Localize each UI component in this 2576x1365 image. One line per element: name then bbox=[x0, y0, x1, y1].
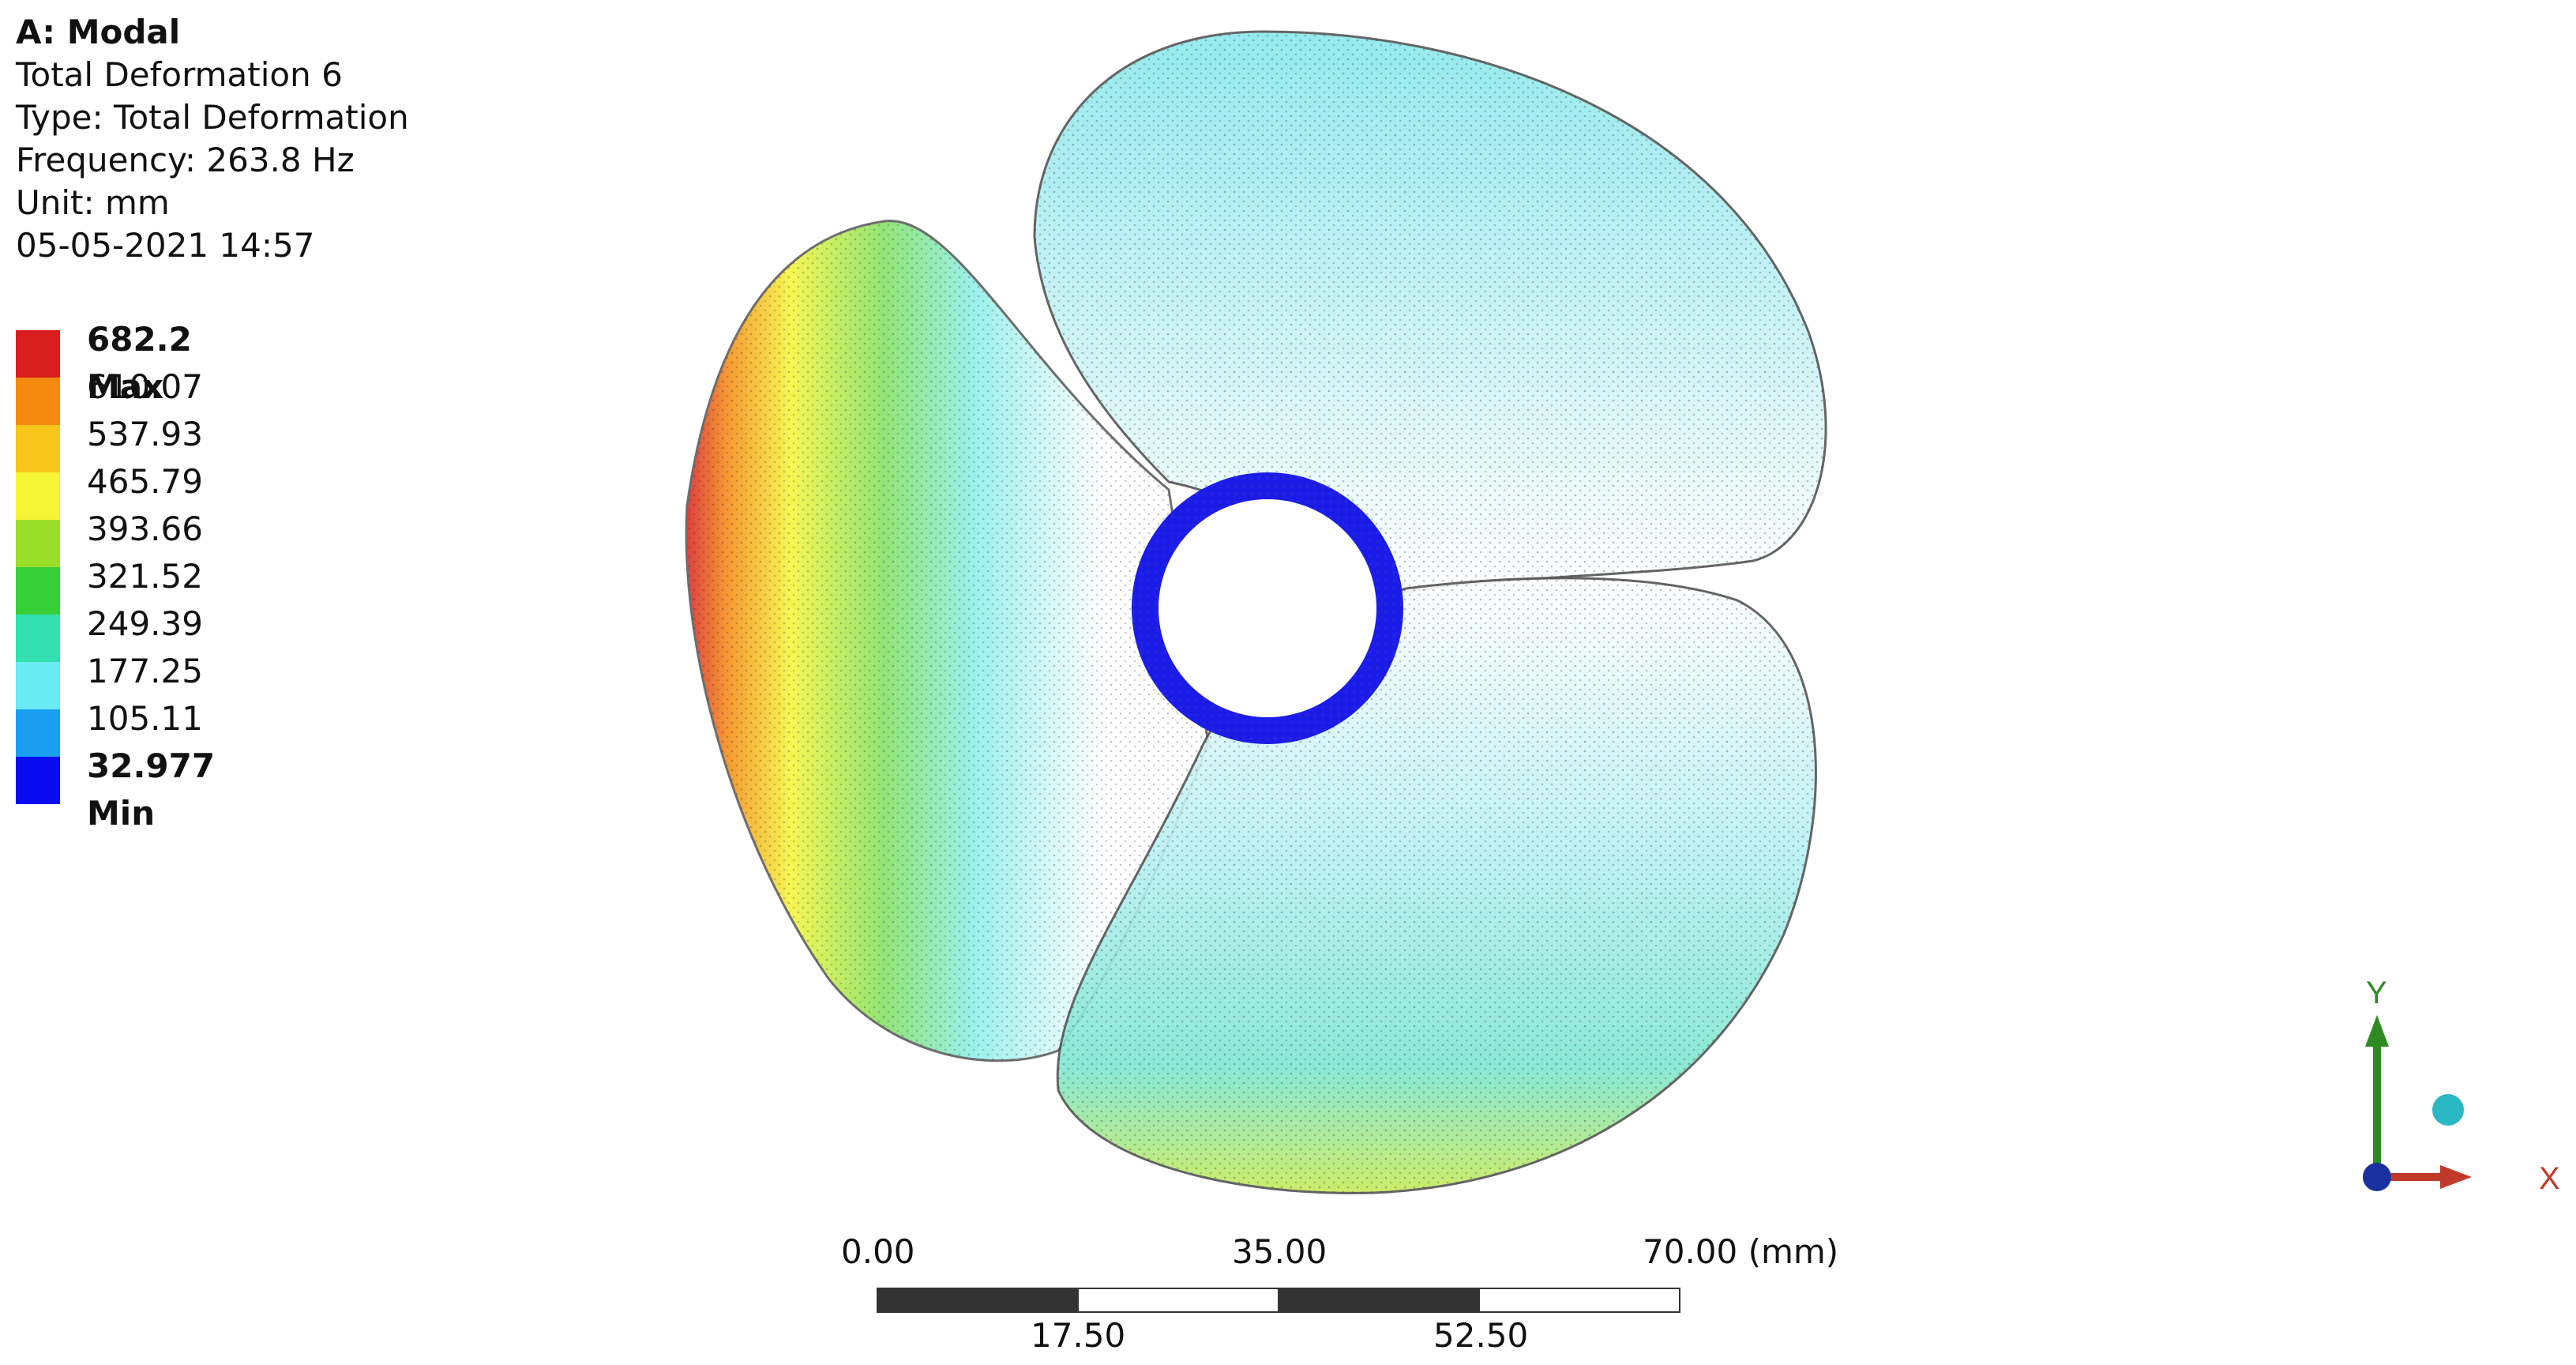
legend-swatch bbox=[16, 615, 60, 662]
legend-label: 393.66 bbox=[87, 510, 203, 548]
scale-segment bbox=[1478, 1288, 1680, 1313]
propeller-blade-left bbox=[685, 220, 1210, 1062]
legend-swatch bbox=[16, 709, 60, 757]
result-type: Type: Total Deformation bbox=[16, 98, 409, 137]
scale-segment bbox=[1278, 1288, 1480, 1313]
scale-bar: 0.00 35.00 70.00 (mm) 17.50 52.50 bbox=[829, 1232, 1838, 1359]
propeller-blade-top bbox=[1033, 30, 1827, 594]
x-axis-label: X bbox=[2539, 1161, 2560, 1196]
scale-segment bbox=[1077, 1288, 1279, 1313]
coordinate-triad[interactable]: Y X bbox=[2338, 972, 2574, 1209]
result-frequency: Frequency: 263.8 Hz bbox=[16, 141, 355, 179]
analysis-title: A: Modal bbox=[16, 13, 181, 51]
legend-swatch bbox=[16, 472, 60, 520]
scale-label: 17.50 bbox=[1031, 1316, 1126, 1355]
result-info: A: Modal Total Deformation 6 Type: Total… bbox=[16, 11, 409, 267]
propeller-hub bbox=[1132, 472, 1403, 744]
legend-label: 177.25 bbox=[87, 652, 203, 690]
result-unit: Unit: mm bbox=[16, 183, 170, 222]
legend-label: 465.79 bbox=[87, 462, 203, 501]
legend-label: 610.07 bbox=[87, 367, 203, 406]
scale-label: 52.50 bbox=[1433, 1316, 1529, 1355]
result-name: Total Deformation 6 bbox=[16, 55, 343, 94]
legend-color-bar bbox=[16, 330, 60, 804]
scale-label: 70.00 (mm) bbox=[1643, 1232, 1839, 1271]
legend-swatch bbox=[16, 662, 60, 709]
legend-max-label: 682.2 Max bbox=[87, 320, 192, 406]
scale-segment bbox=[877, 1288, 1079, 1313]
legend-swatch bbox=[16, 520, 60, 567]
scale-label: 35.00 bbox=[1232, 1232, 1327, 1271]
scale-label: 0.00 bbox=[841, 1232, 915, 1271]
legend-swatch bbox=[16, 378, 60, 425]
x-axis-arrowhead bbox=[2440, 1165, 2472, 1189]
y-axis-label: Y bbox=[2366, 976, 2387, 1010]
legend-min-label: 32.977 Min bbox=[87, 746, 216, 833]
legend-swatch bbox=[16, 330, 60, 378]
legend-label: 321.52 bbox=[87, 557, 203, 596]
legend-swatch bbox=[16, 425, 60, 472]
legend-label: 537.93 bbox=[87, 415, 203, 453]
legend-swatch bbox=[16, 567, 60, 615]
legend-swatch bbox=[16, 757, 60, 804]
y-axis-arrowhead bbox=[2365, 1015, 2389, 1047]
isometric-view-ball[interactable] bbox=[2432, 1094, 2464, 1126]
legend-label: 249.39 bbox=[87, 604, 203, 643]
result-timestamp: 05-05-2021 14:57 bbox=[16, 226, 315, 265]
z-axis-marker bbox=[2363, 1163, 2391, 1191]
legend-label: 105.11 bbox=[87, 699, 203, 738]
